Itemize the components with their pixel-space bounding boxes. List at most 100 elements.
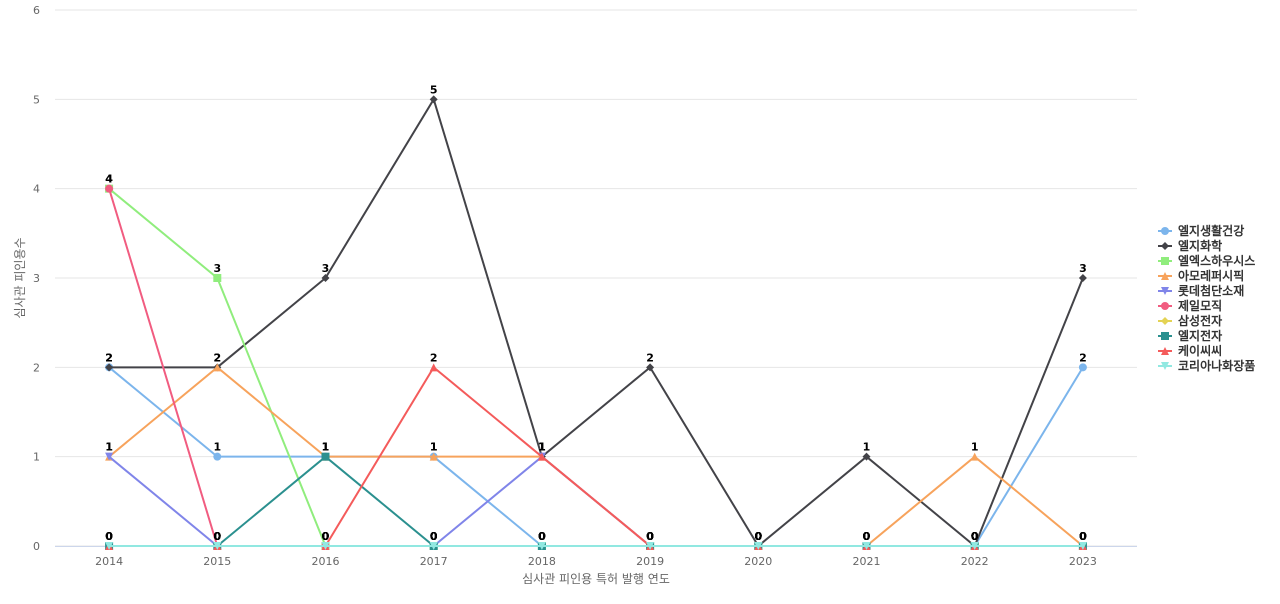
data-label: 0 xyxy=(754,530,762,543)
data-label: 0 xyxy=(105,530,113,543)
data-label: 0 xyxy=(1079,530,1087,543)
point xyxy=(970,452,979,461)
point xyxy=(213,542,222,550)
data-label: 0 xyxy=(105,530,113,543)
legend-label[interactable]: 엘지생활건강 xyxy=(1178,223,1244,238)
data-label: 1 xyxy=(430,441,438,454)
data-label: 0 xyxy=(538,530,546,543)
data-label: 1 xyxy=(538,441,546,454)
data-label: 0 xyxy=(538,530,546,543)
point xyxy=(646,363,655,372)
data-label: 0 xyxy=(646,530,654,543)
point xyxy=(105,542,114,550)
data-label: 1 xyxy=(322,441,330,454)
x-tick-label: 2018 xyxy=(528,555,556,568)
data-label: 1 xyxy=(971,441,979,454)
data-label: 0 xyxy=(754,530,762,543)
legend-label[interactable]: 아모레퍼시픽 xyxy=(1178,268,1244,283)
point xyxy=(429,95,438,104)
y-tick-label: 4 xyxy=(33,183,40,196)
data-label: 0 xyxy=(754,530,762,543)
data-label: 1 xyxy=(213,441,221,454)
data-label: 5 xyxy=(430,83,438,96)
data-label: 0 xyxy=(754,530,762,543)
y-tick-label: 2 xyxy=(33,361,40,374)
data-label: 3 xyxy=(322,262,330,275)
data-label: 0 xyxy=(322,530,330,543)
legend-label[interactable]: 엘엑스하우시스 xyxy=(1178,253,1255,268)
data-label: 0 xyxy=(971,530,979,543)
legend-label[interactable]: 엘지화학 xyxy=(1178,238,1222,253)
data-label: 0 xyxy=(1079,530,1087,543)
legend-label[interactable]: 제일모직 xyxy=(1178,298,1222,313)
data-label: 0 xyxy=(863,530,871,543)
x-tick-label: 2014 xyxy=(95,555,123,568)
legend-label[interactable]: 롯데첨단소재 xyxy=(1178,283,1244,298)
x-tick-label: 2022 xyxy=(961,555,989,568)
data-label: 0 xyxy=(863,530,871,543)
x-axis-title: 심사관 피인용 특허 발행 연도 xyxy=(522,571,670,586)
legend-label[interactable]: 케이씨씨 xyxy=(1178,343,1222,358)
data-label: 0 xyxy=(1079,530,1087,543)
point xyxy=(537,452,546,461)
data-label: 0 xyxy=(213,530,221,543)
data-label: 0 xyxy=(322,530,330,543)
data-label: 0 xyxy=(322,530,330,543)
legend-symbol xyxy=(1161,302,1169,310)
data-label: 0 xyxy=(538,530,546,543)
point xyxy=(429,452,438,461)
point xyxy=(1078,274,1087,282)
data-label: 0 xyxy=(1079,530,1087,543)
legend-symbol xyxy=(1161,332,1169,340)
y-tick-label: 5 xyxy=(33,93,40,106)
data-label: 0 xyxy=(1079,530,1087,543)
series xyxy=(105,542,1087,550)
data-label: 0 xyxy=(430,530,438,543)
data-label: 2 xyxy=(213,351,221,364)
data-label: 2 xyxy=(1079,351,1087,364)
point xyxy=(754,542,763,550)
legend-label[interactable]: 엘지전자 xyxy=(1178,328,1222,343)
series xyxy=(105,95,1087,550)
data-label: 1 xyxy=(863,441,871,454)
data-label: 2 xyxy=(430,351,438,364)
x-tick-label: 2021 xyxy=(853,555,881,568)
y-axis-title: 심사관 피인용수 xyxy=(13,237,27,318)
point xyxy=(105,363,114,372)
data-label: 2 xyxy=(646,351,654,364)
point xyxy=(105,452,114,461)
data-label: 0 xyxy=(754,530,762,543)
data-label: 2 xyxy=(105,351,113,364)
data-label: 0 xyxy=(646,530,654,543)
point xyxy=(862,452,871,461)
series-line xyxy=(109,96,1084,548)
data-label: 0 xyxy=(322,530,330,543)
data-label: 0 xyxy=(971,530,979,543)
data-label: 0 xyxy=(646,530,654,543)
data-label: 0 xyxy=(430,530,438,543)
data-label: 0 xyxy=(646,530,654,543)
legend-symbol xyxy=(1161,347,1169,355)
legend-label[interactable]: 코리아나화장품 xyxy=(1178,358,1255,373)
data-label: 0 xyxy=(430,530,438,543)
data-label: 0 xyxy=(971,530,979,543)
data-label: 0 xyxy=(213,530,221,543)
data-label: 4 xyxy=(105,173,113,186)
point xyxy=(213,274,222,282)
legend-label[interactable]: 삼성전자 xyxy=(1178,313,1222,328)
data-label: 0 xyxy=(754,530,762,543)
legend-symbol xyxy=(1161,362,1169,370)
x-tick-label: 2017 xyxy=(420,555,448,568)
legend-symbol xyxy=(1161,317,1169,325)
x-tick-label: 2023 xyxy=(1069,555,1097,568)
legend-symbol xyxy=(1161,227,1169,235)
data-label: 0 xyxy=(971,530,979,543)
legend-symbol xyxy=(1161,242,1169,250)
data-label: 0 xyxy=(430,530,438,543)
data-label: 0 xyxy=(754,530,762,543)
x-tick-label: 2020 xyxy=(744,555,772,568)
data-label: 1 xyxy=(538,441,546,454)
data-label: 1 xyxy=(105,441,113,454)
data-label: 0 xyxy=(213,530,221,543)
